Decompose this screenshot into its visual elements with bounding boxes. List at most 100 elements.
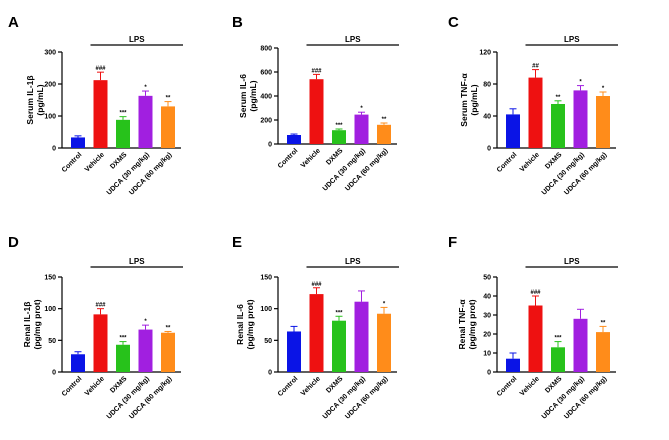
panel-a-lps-label: LPS xyxy=(129,35,145,44)
panel-f-bar-control xyxy=(506,358,520,372)
panel-c-bar-vehicle xyxy=(528,77,543,148)
panel-c-bar-udca-30-mg-kg xyxy=(573,90,588,148)
panel-e-y-axis-label: Renal IL-6(pg/mg prot) xyxy=(235,299,255,349)
panel-c-category-label: DXMS xyxy=(544,151,563,170)
panel-b-y-tick-label: 800 xyxy=(260,46,272,53)
panel-c-significance-label: * xyxy=(602,86,605,92)
panel-f-y-tick-label: 40 xyxy=(483,294,491,301)
panel-d-lps-label: LPS xyxy=(129,257,145,266)
panel-a-significance-label: ** xyxy=(166,96,171,102)
panel-c-y-tick-label: 80 xyxy=(483,82,491,89)
panel-f-y-tick-label: 50 xyxy=(483,275,491,282)
panel-a-bar-udca-60-mg-kg xyxy=(161,106,175,148)
panel-c-category-label: Control xyxy=(496,151,519,174)
panel-b-bar-udca-60-mg-kg xyxy=(377,124,391,144)
panel-c-significance-label: ** xyxy=(556,95,561,101)
panel-c-y-axis-label-line: Serum TNF-α xyxy=(459,73,469,127)
panel-a-significance-label: * xyxy=(144,85,147,91)
panel-f-category-label: Control xyxy=(496,375,519,398)
panel-f-significance-label: *** xyxy=(554,336,562,342)
panel-d-significance-label: ### xyxy=(95,303,106,309)
panel-e-chart: E Renal IL-6(pg/mg prot) 0 50 100 150 LPS Contr… xyxy=(232,234,399,421)
panel-b-y-tick-label: 400 xyxy=(260,94,272,101)
panel-f-letter: F xyxy=(448,234,457,251)
panel-b-lps-label: LPS xyxy=(345,35,361,44)
panel-b-bar-dxms xyxy=(332,130,346,144)
panel-d-significance-label: * xyxy=(144,319,147,325)
panel-e-y-tick-label: 0 xyxy=(268,370,272,377)
panel-d-letter: D xyxy=(8,234,19,251)
panel-b-y-tick-label: 600 xyxy=(260,70,272,77)
panel-a-letter: A xyxy=(8,14,19,31)
panel-c-category-label: UDCA (30 mg/kg) xyxy=(541,151,586,196)
panel-e-y-tick-label: 150 xyxy=(260,275,272,282)
panel-e-bar-udca-30-mg-kg xyxy=(354,301,369,372)
panel-d-chart: D Renal IL-1β(pg/mg prot) 0 50 100 150 LPS Cont… xyxy=(8,234,183,421)
panel-c-category-label: Vehicle xyxy=(519,151,541,173)
panel-e-bar-vehicle xyxy=(309,294,324,372)
panel-d-y-axis-label-line: Renal IL-1β xyxy=(22,302,32,348)
panel-e-bar-control xyxy=(287,331,301,372)
panel-c-significance-label: ## xyxy=(532,64,539,70)
panel-f-bar-udca-30-mg-kg xyxy=(573,318,588,372)
panel-b-significance-label: * xyxy=(360,106,363,112)
panel-b-y-axis-label-line: (pg/mL) xyxy=(248,80,258,111)
panel-b-category-label: Control xyxy=(277,147,300,170)
panel-c-bar-dxms xyxy=(551,104,565,148)
panel-b-category-label: DXMS xyxy=(325,147,344,166)
panel-d-category-label: UDCA (30 mg/kg) xyxy=(106,375,151,420)
panel-d-y-tick-label: 150 xyxy=(44,275,56,282)
panel-a-significance-label: *** xyxy=(119,111,127,117)
panel-e-significance-label: ### xyxy=(311,282,322,288)
panel-f-y-tick-label: 30 xyxy=(483,313,491,320)
panel-f-significance-label: ** xyxy=(601,320,606,326)
panel-f-category-label: UDCA (60 mg/kg) xyxy=(563,375,608,420)
panel-e-category-label: UDCA (60 mg/kg) xyxy=(344,375,389,420)
panel-c-y-axis-label: Serum TNF-α(pg/mL) xyxy=(459,73,479,127)
panel-d-y-tick-label: 100 xyxy=(44,306,56,313)
panel-c-bar-control xyxy=(506,114,520,148)
panel-b-y-axis-label: Serum IL-6(pg/mL) xyxy=(238,74,258,118)
panel-e-significance-label: * xyxy=(383,301,386,307)
panel-d-category-label: DXMS xyxy=(109,375,128,394)
panel-a-y-tick-label: 200 xyxy=(44,82,56,89)
panel-b-category-label: UDCA (30 mg/kg) xyxy=(322,147,367,192)
panel-a-category-label: Vehicle xyxy=(84,151,106,173)
panel-f-chart: F Renal TNF-α(pg/mg prot) 0 10 20 30 40 50 LPS Co… xyxy=(448,234,618,421)
panel-f-bar-dxms xyxy=(551,347,565,372)
panel-e-category-label: UDCA (30 mg/kg) xyxy=(322,375,367,420)
panel-b-bar-udca-30-mg-kg xyxy=(354,114,369,144)
panel-a-y-axis-label: Serum IL-1β(pg/mL) xyxy=(25,75,45,124)
panel-b-category-label: Vehicle xyxy=(300,147,322,169)
panel-e-lps-label: LPS xyxy=(345,257,361,266)
panel-d-y-tick-label: 0 xyxy=(52,370,56,377)
panel-f-category-label: Vehicle xyxy=(519,375,541,397)
panel-f-bar-udca-60-mg-kg xyxy=(596,332,610,372)
panel-b-y-tick-label: 0 xyxy=(268,142,272,149)
panel-b-category-label: UDCA (60 mg/kg) xyxy=(344,147,389,192)
panel-a-y-tick-label: 0 xyxy=(52,146,56,153)
panel-b-y-axis-label-line: Serum IL-6 xyxy=(238,74,248,118)
panel-f-y-axis-label-line: Renal TNF-α xyxy=(457,299,467,350)
panel-f-y-tick-label: 20 xyxy=(483,332,491,339)
panel-b-chart: B Serum IL-6(pg/mL) 0 200 400 600 800 LPS Contro… xyxy=(232,14,399,193)
panel-a-y-axis-label-line: Serum IL-1β xyxy=(25,75,35,124)
panel-c-bar-udca-60-mg-kg xyxy=(596,96,610,148)
panel-b-bar-control xyxy=(287,135,301,144)
panel-a-category-label: Control xyxy=(61,151,84,174)
panel-f-category-label: DXMS xyxy=(544,375,563,394)
panel-a-category-label: UDCA (60 mg/kg) xyxy=(128,151,173,196)
panel-d-category-label: Control xyxy=(61,375,84,398)
panel-f-significance-label: ### xyxy=(530,290,541,296)
panel-a-bar-udca-30-mg-kg xyxy=(138,95,153,148)
panel-a-category-label: UDCA (30 mg/kg) xyxy=(106,151,151,196)
panel-c-category-label: UDCA (60 mg/kg) xyxy=(563,151,608,196)
panel-e-category-label: Control xyxy=(277,375,300,398)
panel-d-bar-control xyxy=(71,354,85,372)
panel-c-significance-label: * xyxy=(579,80,582,86)
panel-e-category-label: DXMS xyxy=(325,375,344,394)
panel-d-bar-vehicle xyxy=(93,314,108,372)
panel-d-significance-label: *** xyxy=(119,336,127,342)
panel-d-y-axis-label-line: (pg/mg prot) xyxy=(32,299,42,349)
panel-f-y-tick-label: 0 xyxy=(487,370,491,377)
